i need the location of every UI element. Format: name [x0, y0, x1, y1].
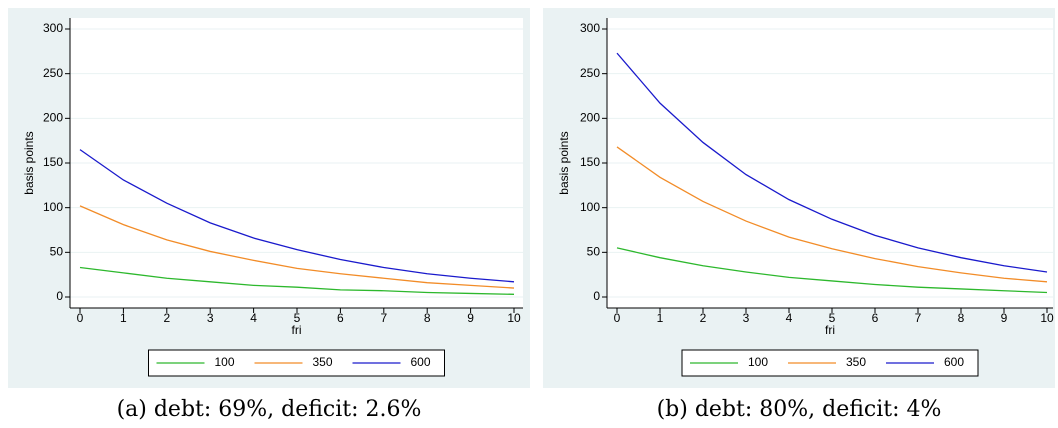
x-tick-label: 9: [1001, 311, 1008, 325]
y-tick-label: 250: [43, 66, 63, 80]
x-tick-label: 1: [120, 311, 127, 325]
x-tick-label: 6: [337, 311, 344, 325]
x-tick-label: 2: [700, 311, 707, 325]
y-tick-label: 100: [580, 200, 600, 214]
x-tick-label: 7: [915, 311, 922, 325]
x-tick-label: 5: [829, 311, 836, 325]
y-tick-label: 0: [593, 289, 600, 303]
y-tick-label: 300: [43, 21, 63, 35]
legend-label: 100: [215, 355, 235, 369]
y-axis-label: basis points: [557, 131, 571, 194]
x-tick-label: 4: [250, 311, 257, 325]
x-axis-label: fri: [292, 323, 302, 337]
x-tick-label: 0: [77, 311, 84, 325]
y-tick-label: 200: [580, 111, 600, 125]
y-tick-label: 250: [580, 66, 600, 80]
y-tick-label: 100: [43, 200, 63, 214]
x-tick-label: 8: [958, 311, 965, 325]
x-tick-label: 1: [657, 311, 664, 325]
legend-label: 100: [748, 355, 768, 369]
y-tick-label: 200: [43, 111, 63, 125]
line-series: [79, 266, 515, 295]
x-tick-label: 0: [614, 311, 621, 325]
line-series: [79, 205, 515, 289]
y-tick-label: 150: [43, 155, 63, 169]
y-tick-label: 0: [56, 289, 63, 303]
y-tick-label: 50: [587, 245, 601, 259]
line-series: [616, 247, 1048, 294]
x-tick-label: 8: [424, 311, 431, 325]
caption: (a) debt: 69%, deficit: 2.6%: [117, 397, 422, 422]
x-tick-label: 3: [743, 311, 750, 325]
legend-label: 600: [944, 355, 964, 369]
x-tick-label: 10: [1040, 311, 1054, 325]
x-tick-label: 7: [380, 311, 387, 325]
caption: (b) debt: 80%, deficit: 4%: [657, 397, 942, 422]
line-series: [616, 52, 1048, 273]
x-axis-label: fri: [825, 323, 835, 337]
x-tick-label: 10: [507, 311, 521, 325]
y-tick-label: 50: [50, 245, 64, 259]
y-tick-label: 300: [580, 21, 600, 35]
legend-label: 600: [411, 355, 431, 369]
x-tick-label: 6: [872, 311, 879, 325]
legend-label: 350: [313, 355, 333, 369]
line-series: [79, 149, 515, 283]
x-tick-label: 3: [207, 311, 214, 325]
x-tick-label: 4: [786, 311, 793, 325]
x-tick-label: 9: [467, 311, 474, 325]
x-tick-label: 2: [163, 311, 170, 325]
y-axis-label: basis points: [22, 131, 36, 194]
x-tick-label: 5: [294, 311, 301, 325]
y-tick-label: 150: [580, 155, 600, 169]
line-series: [616, 146, 1048, 283]
legend-label: 350: [846, 355, 866, 369]
